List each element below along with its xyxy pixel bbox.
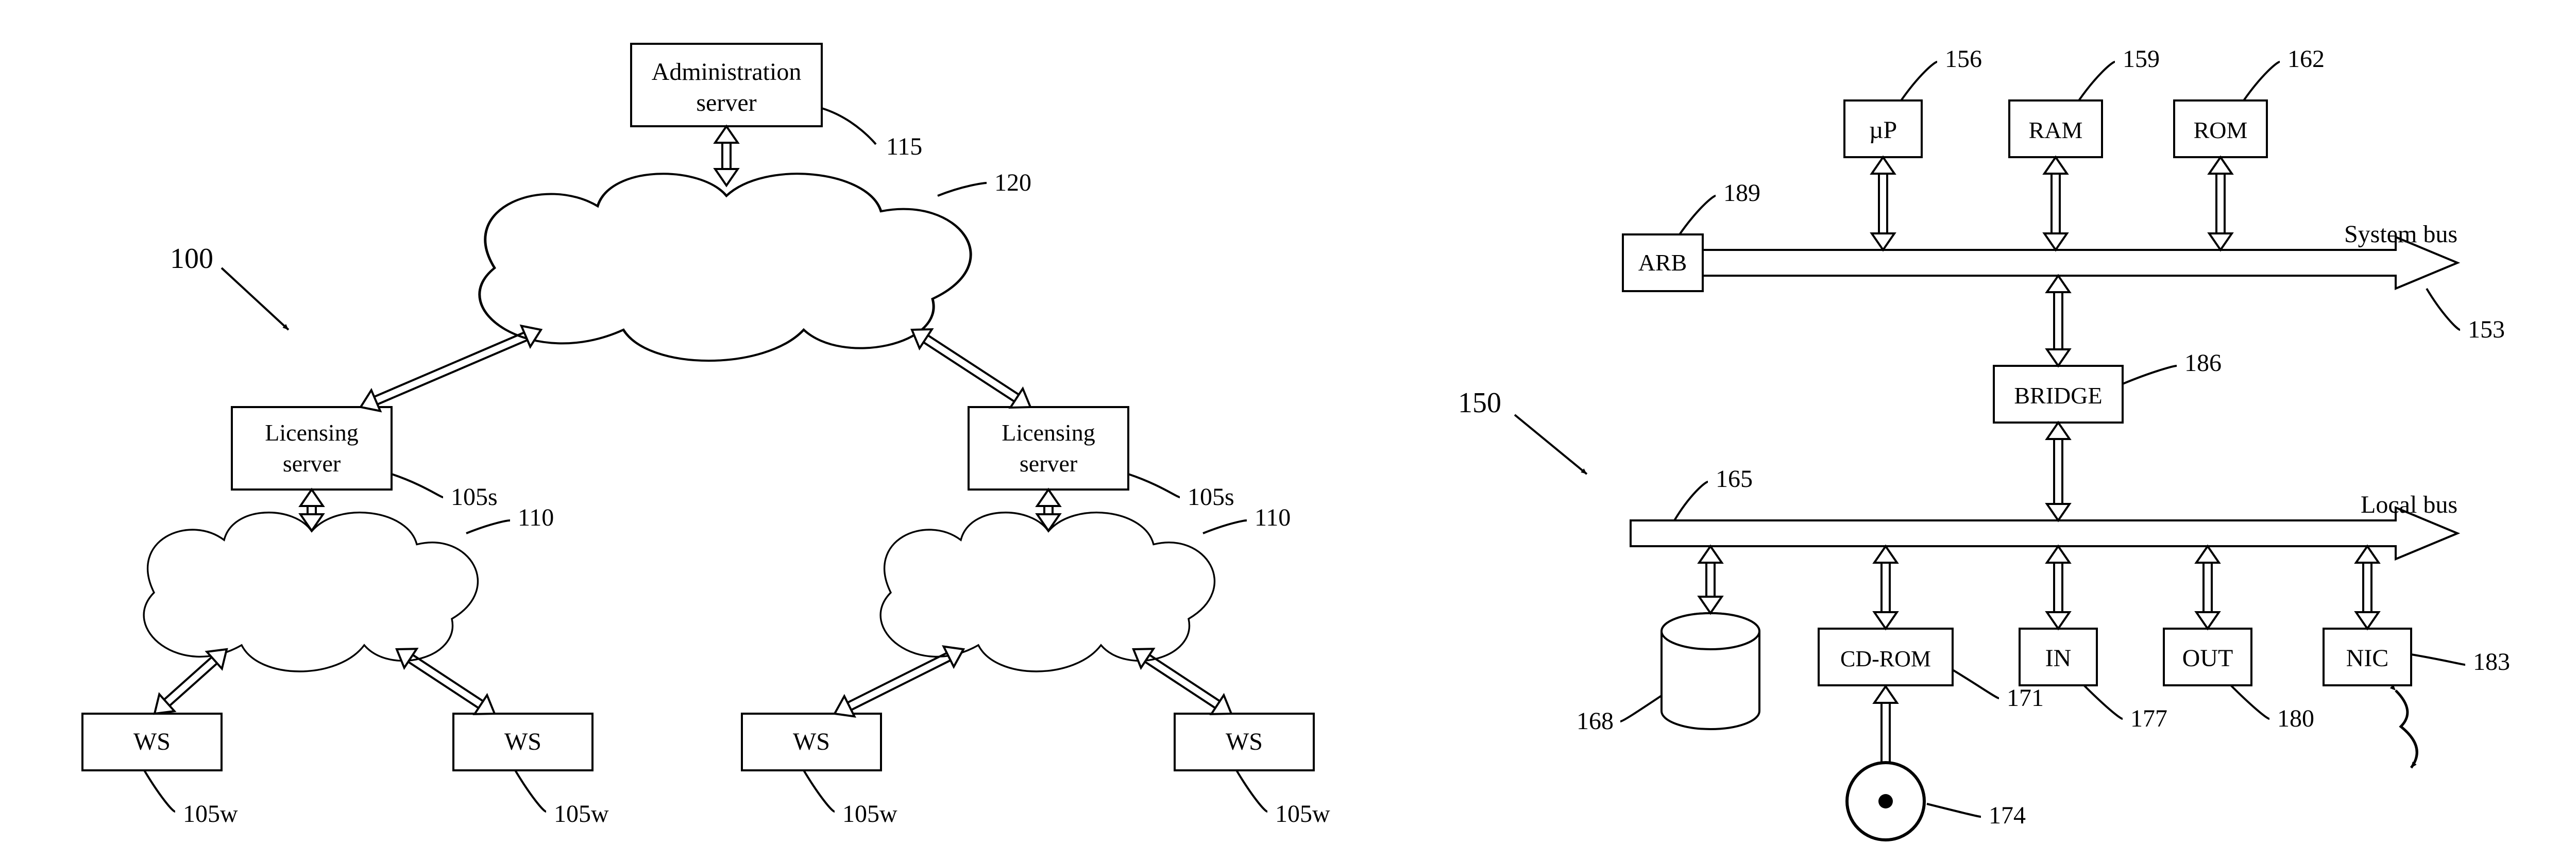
ref-150: 150 <box>1458 387 1587 474</box>
bridge-label: BRIDGE <box>2014 382 2102 409</box>
ref-105w-1: 105w <box>183 800 238 828</box>
lic-left-line1: Licensing <box>265 419 358 446</box>
ref-105w-4: 105w <box>1275 800 1330 828</box>
ref-180: 180 <box>2277 705 2314 732</box>
system-bus: System bus 153 <box>1703 221 2505 343</box>
lic-right-line1: Licensing <box>1002 419 1095 446</box>
ref-165: 165 <box>1716 465 1753 493</box>
nic-label: NIC <box>2346 645 2389 672</box>
ws-2-label: WS <box>504 728 541 755</box>
local-bus-label: Local bus <box>2361 491 2458 518</box>
ref-177: 177 <box>2130 705 2167 732</box>
disc-icon: 174 <box>1847 763 2026 840</box>
ws-3: WS 105w <box>742 714 897 828</box>
ref-186: 186 <box>2184 349 2222 377</box>
cdrom-label: CD-ROM <box>1840 646 1931 671</box>
ref-150-text: 150 <box>1458 387 1501 419</box>
out-label: OUT <box>2182 645 2233 672</box>
ws-1: WS 105w <box>82 714 238 828</box>
administration-server-box: Administration server 115 <box>631 44 922 160</box>
ref-171: 171 <box>2007 684 2044 712</box>
up-box: µP 156 <box>1844 45 1982 157</box>
arb-label: ARB <box>1638 249 1687 276</box>
in-box: IN 177 <box>2020 629 2167 732</box>
ref-100-text: 100 <box>170 243 213 275</box>
admin-line-2: server <box>696 89 756 116</box>
ws-1-label: WS <box>133 728 171 755</box>
ws-4-label: WS <box>1226 728 1263 755</box>
cdrom-box: CD-ROM 171 <box>1819 629 2044 712</box>
network-topology-diagram: 100 Administration server 115 120 Licens… <box>82 44 1330 828</box>
up-label: µP <box>1869 116 1897 144</box>
ref-189: 189 <box>1723 179 1760 207</box>
cloud-left <box>144 513 478 671</box>
ref-105s-left: 105s <box>451 483 498 511</box>
nic-box: NIC 183 <box>2324 629 2510 768</box>
ram-label: RAM <box>2029 117 2083 143</box>
computer-architecture-diagram: 150 System bus 153 Local bus 165 ARB 189 <box>1458 45 2510 840</box>
ref-162: 162 <box>2287 45 2325 73</box>
rom-box: ROM 162 <box>2174 45 2325 157</box>
hdd-icon: 168 <box>1577 613 1759 735</box>
lic-left-line2: server <box>283 450 341 477</box>
licensing-server-left-box: Licensing server 105s <box>232 407 498 511</box>
ref-105s-right: 105s <box>1188 483 1234 511</box>
system-bus-label: System bus <box>2344 221 2458 248</box>
ref-168: 168 <box>1577 707 1614 735</box>
ws-2: WS 105w <box>453 714 609 828</box>
rom-label: ROM <box>2194 117 2248 143</box>
ref-174: 174 <box>1989 802 2026 829</box>
licensing-server-right-box: Licensing server 105s <box>969 407 1234 511</box>
out-box: OUT 180 <box>2164 629 2314 732</box>
ref-183: 183 <box>2473 648 2510 676</box>
admin-line-1: Administration <box>652 58 802 86</box>
bridge-box: BRIDGE 186 <box>1994 349 2222 423</box>
ref-115: 115 <box>886 133 922 160</box>
lic-right-line2: server <box>1020 450 1077 477</box>
ref-110-right: 110 <box>1255 504 1291 531</box>
ref-159: 159 <box>2123 45 2160 73</box>
ref-100: 100 <box>170 243 289 330</box>
ref-110-left: 110 <box>518 504 554 531</box>
ws-3-label: WS <box>793 728 830 755</box>
cloud-right <box>880 513 1214 671</box>
ref-105w-3: 105w <box>842 800 897 828</box>
ram-box: RAM 159 <box>2009 45 2160 157</box>
ref-156: 156 <box>1945 45 1982 73</box>
ref-153: 153 <box>2468 316 2505 343</box>
in-label: IN <box>2045 645 2072 672</box>
cloud-top <box>480 174 971 361</box>
ws-4: WS 105w <box>1175 714 1330 828</box>
local-bus: Local bus 165 <box>1631 465 2458 559</box>
ref-120: 120 <box>994 169 1031 196</box>
ref-105w-2: 105w <box>554 800 609 828</box>
